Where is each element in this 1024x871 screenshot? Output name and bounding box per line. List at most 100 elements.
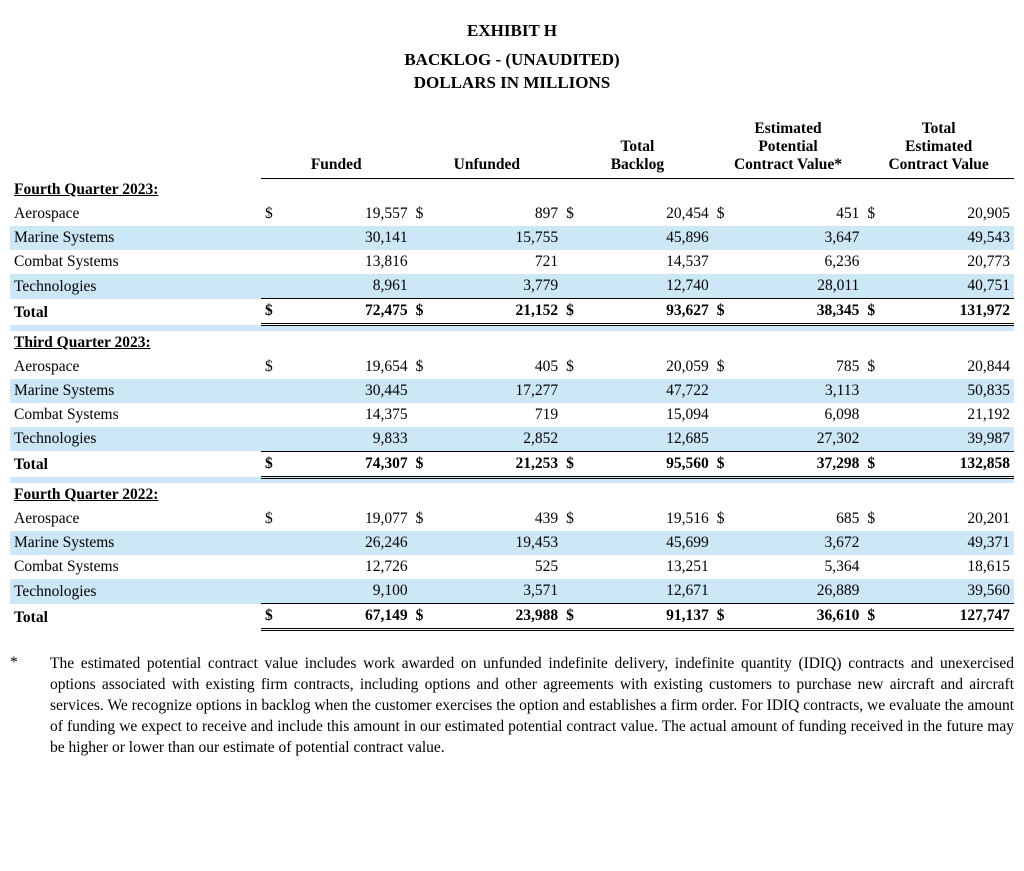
total-row: Total$74,307$21,253$95,560$37,298$132,85… xyxy=(10,451,1014,477)
currency-symbol xyxy=(863,531,887,555)
currency-symbol: $ xyxy=(261,507,285,531)
row-label: Aerospace xyxy=(10,355,261,379)
cell-value: 26,246 xyxy=(285,531,412,555)
total-value: 67,149 xyxy=(285,604,412,630)
cell-value: 49,543 xyxy=(887,226,1014,250)
cell-value: 30,141 xyxy=(285,226,412,250)
footnote-text: The estimated potential contract value i… xyxy=(50,654,1014,759)
currency-symbol xyxy=(863,555,887,579)
row-label: Marine Systems xyxy=(10,379,261,403)
cell-value: 897 xyxy=(436,202,563,226)
cell-value: 12,726 xyxy=(285,555,412,579)
cell-value: 3,113 xyxy=(737,379,864,403)
cell-value: 525 xyxy=(436,555,563,579)
currency-symbol xyxy=(562,379,586,403)
currency-symbol xyxy=(562,531,586,555)
table-row: Combat Systems13,81672114,5376,23620,773 xyxy=(10,250,1014,274)
cell-value: 451 xyxy=(737,202,864,226)
cell-value: 47,722 xyxy=(586,379,713,403)
cell-value: 28,011 xyxy=(737,274,864,299)
cell-value: 18,615 xyxy=(887,555,1014,579)
total-value: 72,475 xyxy=(285,299,412,325)
total-row: Total$67,149$23,988$91,137$36,610$127,74… xyxy=(10,604,1014,630)
cell-value: 14,537 xyxy=(586,250,713,274)
cell-value: 30,445 xyxy=(285,379,412,403)
currency-symbol xyxy=(261,250,285,274)
cell-value: 9,833 xyxy=(285,427,412,452)
total-value: 21,253 xyxy=(436,451,563,477)
cell-value: 17,277 xyxy=(436,379,563,403)
currency-symbol xyxy=(412,555,436,579)
cell-value: 39,987 xyxy=(887,427,1014,452)
currency-symbol xyxy=(412,427,436,452)
row-label: Aerospace xyxy=(10,507,261,531)
currency-symbol xyxy=(863,427,887,452)
col-header-unfunded: Unfunded xyxy=(412,117,563,179)
currency-symbol: $ xyxy=(713,355,737,379)
currency-symbol xyxy=(713,555,737,579)
cell-value: 3,571 xyxy=(436,579,563,604)
row-label: Combat Systems xyxy=(10,250,261,274)
cell-value: 3,672 xyxy=(737,531,864,555)
currency-symbol: $ xyxy=(863,451,887,477)
cell-value: 721 xyxy=(436,250,563,274)
table-row: Technologies9,8332,85212,68527,30239,987 xyxy=(10,427,1014,452)
cell-value: 20,201 xyxy=(887,507,1014,531)
currency-symbol: $ xyxy=(562,451,586,477)
table-row: Marine Systems26,24619,45345,6993,67249,… xyxy=(10,531,1014,555)
row-label: Combat Systems xyxy=(10,555,261,579)
currency-symbol: $ xyxy=(713,202,737,226)
total-value: 37,298 xyxy=(737,451,864,477)
cell-value: 49,371 xyxy=(887,531,1014,555)
currency-symbol xyxy=(713,403,737,427)
currency-symbol xyxy=(713,226,737,250)
table-row: Marine Systems 30,445 17,277 47,722 3,113 50,… xyxy=(10,379,1014,403)
currency-symbol: $ xyxy=(261,202,285,226)
currency-symbol: $ xyxy=(863,202,887,226)
row-label: Technologies xyxy=(10,427,261,452)
subtitle-1: BACKLOG - (UNAUDITED) xyxy=(10,49,1014,72)
cell-value: 50,835 xyxy=(887,379,1014,403)
cell-value: 20,454 xyxy=(586,202,713,226)
cell-value: 3,647 xyxy=(737,226,864,250)
currency-symbol: $ xyxy=(412,299,436,325)
cell-value: 20,905 xyxy=(887,202,1014,226)
cell-value: 39,560 xyxy=(887,579,1014,604)
cell-value: 19,077 xyxy=(285,507,412,531)
currency-symbol: $ xyxy=(562,507,586,531)
currency-symbol: $ xyxy=(713,299,737,325)
row-label: Marine Systems xyxy=(10,226,261,250)
cell-value: 26,889 xyxy=(737,579,864,604)
currency-symbol xyxy=(713,579,737,604)
currency-symbol: $ xyxy=(713,451,737,477)
row-label: Marine Systems xyxy=(10,531,261,555)
cell-value: 40,751 xyxy=(887,274,1014,299)
currency-symbol xyxy=(562,250,586,274)
currency-symbol xyxy=(863,226,887,250)
row-label: Technologies xyxy=(10,579,261,604)
section-header-label: Fourth Quarter 2023: xyxy=(10,178,261,202)
table-row: Aerospace$19,654$405$20,059$785$20,844 xyxy=(10,355,1014,379)
cell-value: 8,961 xyxy=(285,274,412,299)
col-header-funded: Funded xyxy=(261,117,412,179)
currency-symbol: $ xyxy=(863,507,887,531)
currency-symbol: $ xyxy=(412,604,436,630)
currency-symbol xyxy=(261,226,285,250)
cell-value: 20,059 xyxy=(586,355,713,379)
cell-value: 20,773 xyxy=(887,250,1014,274)
currency-symbol xyxy=(412,274,436,299)
currency-symbol xyxy=(713,274,737,299)
subtitle-2: DOLLARS IN MILLIONS xyxy=(10,72,1014,95)
cell-value: 685 xyxy=(737,507,864,531)
currency-symbol xyxy=(863,579,887,604)
currency-symbol xyxy=(562,579,586,604)
cell-value: 19,557 xyxy=(285,202,412,226)
cell-value: 27,302 xyxy=(737,427,864,452)
row-label: Combat Systems xyxy=(10,403,261,427)
cell-value: 45,896 xyxy=(586,226,713,250)
cell-value: 13,251 xyxy=(586,555,713,579)
title-block: EXHIBIT H BACKLOG - (UNAUDITED) DOLLARS … xyxy=(10,20,1014,95)
currency-symbol: $ xyxy=(261,604,285,630)
currency-symbol xyxy=(261,427,285,452)
total-value: 91,137 xyxy=(586,604,713,630)
